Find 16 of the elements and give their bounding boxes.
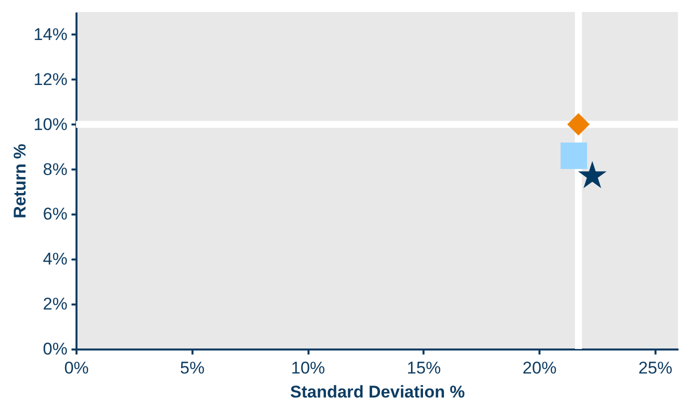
x-tick-label: 25% xyxy=(638,358,672,378)
x-tick-label: 10% xyxy=(291,358,326,378)
y-tick-label: 0% xyxy=(42,340,68,358)
y-axis-title: Return % xyxy=(10,144,30,218)
y-tick-label: 6% xyxy=(42,204,68,224)
y-tick-label: 10% xyxy=(33,114,68,134)
y-tick-label: 12% xyxy=(33,70,68,89)
y-tick-label: 14% xyxy=(33,24,68,44)
y-tick-label: 4% xyxy=(42,250,68,269)
x-axis-title: Standard Deviation % xyxy=(290,382,465,402)
x-tick-label: 15% xyxy=(406,358,441,378)
x-tick-label: 20% xyxy=(522,358,557,378)
x-tick-label: 5% xyxy=(180,358,205,378)
y-tick-label: 8% xyxy=(42,160,68,179)
x-tick-label: 0% xyxy=(64,358,89,378)
y-tick-label: 2% xyxy=(42,294,68,314)
